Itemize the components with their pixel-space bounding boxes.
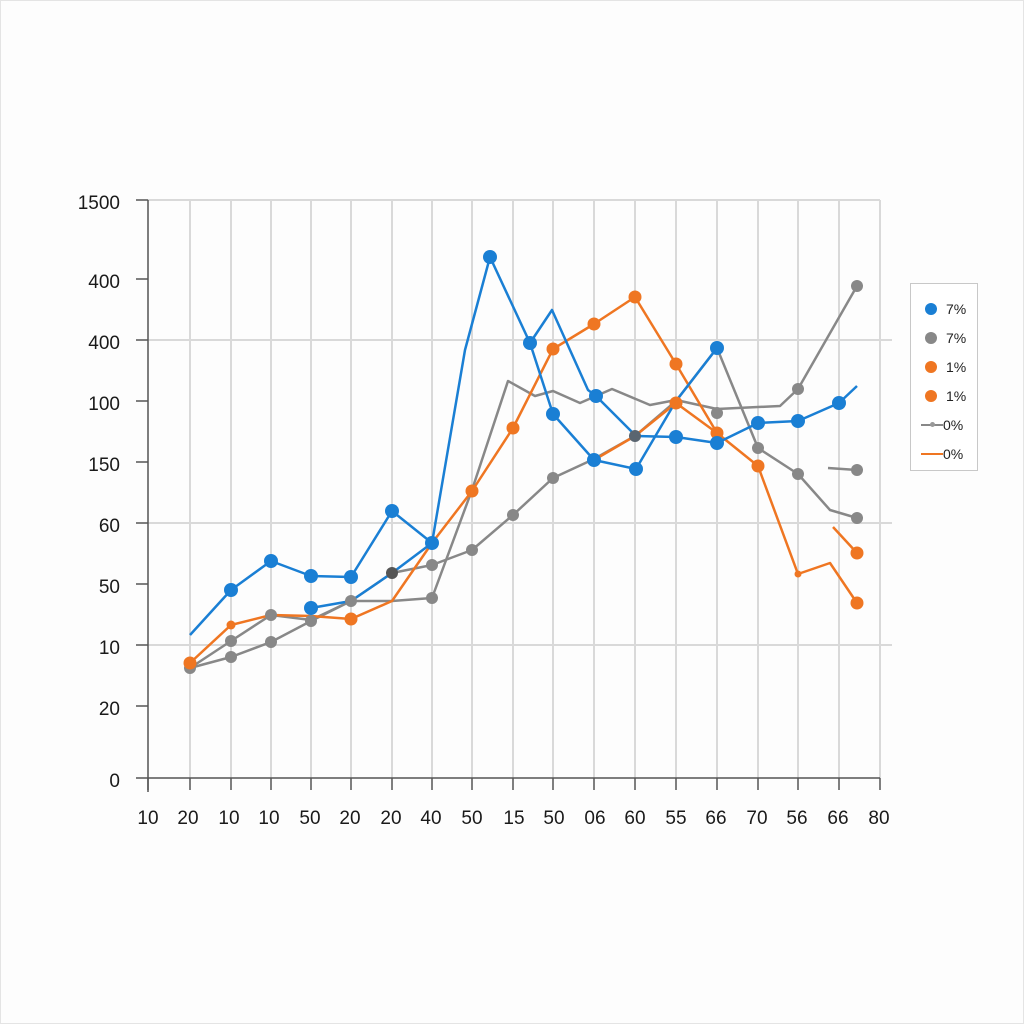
x-tick-label: 50 (299, 808, 320, 829)
markers-gray (184, 280, 863, 674)
y-tick-label: 60 (99, 516, 120, 537)
x-tick-label: 55 (665, 808, 686, 829)
x-tick-label: 40 (420, 808, 441, 829)
legend-item: 7% (911, 294, 977, 323)
series-orange (189, 295, 859, 664)
gray-line-icon (921, 421, 943, 427)
markers-blue (224, 250, 846, 615)
x-tick-label: 50 (543, 808, 564, 829)
x-tick-label: 10 (137, 808, 158, 829)
legend-label: 0% (943, 416, 964, 433)
y-tick-label: 50 (99, 577, 120, 598)
x-tick-label: 20 (380, 808, 401, 829)
x-tick-label: 80 (868, 808, 889, 829)
legend-label: 0% (943, 445, 964, 462)
gray-dot-icon (925, 331, 937, 344)
orange-dot-icon (925, 360, 937, 373)
x-tick-label: 50 (461, 808, 482, 829)
legend-item: 0% (911, 439, 977, 468)
chart-legend: 7% 7% 1% 1% 0% 0% (910, 283, 978, 471)
vertical-gridlines (189, 200, 881, 778)
y-tick-label: 100 (88, 394, 120, 415)
x-tick-label: 20 (339, 808, 360, 829)
orange-line-icon (921, 452, 943, 455)
legend-label: 1% (946, 358, 967, 375)
legend-item: 1% (911, 352, 977, 381)
orange-dot-icon (925, 389, 937, 402)
y-axis-labels: 1500 400 400 100 150 60 50 10 20 0 (78, 193, 120, 792)
x-tick-label: 56 (786, 808, 807, 829)
legend-label: 7% (946, 300, 967, 317)
axes (136, 199, 881, 792)
x-tick-label: 06 (584, 808, 605, 829)
x-tick-label: 70 (746, 808, 767, 829)
y-tick-label: 0 (109, 771, 120, 792)
y-tick-label: 10 (99, 638, 120, 659)
x-tick-label: 15 (503, 808, 524, 829)
x-tick-label: 66 (705, 808, 726, 829)
legend-item: 0% (911, 410, 977, 439)
y-tick-label: 1500 (78, 193, 120, 214)
x-tick-label: 20 (177, 808, 198, 829)
y-tick-label: 20 (99, 699, 120, 720)
markers-orange (183, 290, 864, 670)
blue-dot-icon (925, 302, 937, 315)
series-gray-upper (189, 346, 858, 670)
y-tick-label: 400 (88, 333, 120, 354)
x-axis-labels: 10 20 10 10 50 20 20 40 50 15 50 06 60 5… (137, 808, 889, 829)
legend-label: 7% (946, 329, 967, 346)
legend-label: 1% (946, 387, 967, 404)
y-tick-label: 150 (88, 455, 120, 476)
legend-item: 7% (911, 323, 977, 352)
x-tick-label: 10 (258, 808, 279, 829)
x-tick-label: 66 (827, 808, 848, 829)
legend-item: 1% (911, 381, 977, 410)
x-tick-label: 10 (218, 808, 239, 829)
y-tick-label: 400 (88, 272, 120, 293)
x-tick-label: 60 (624, 808, 645, 829)
